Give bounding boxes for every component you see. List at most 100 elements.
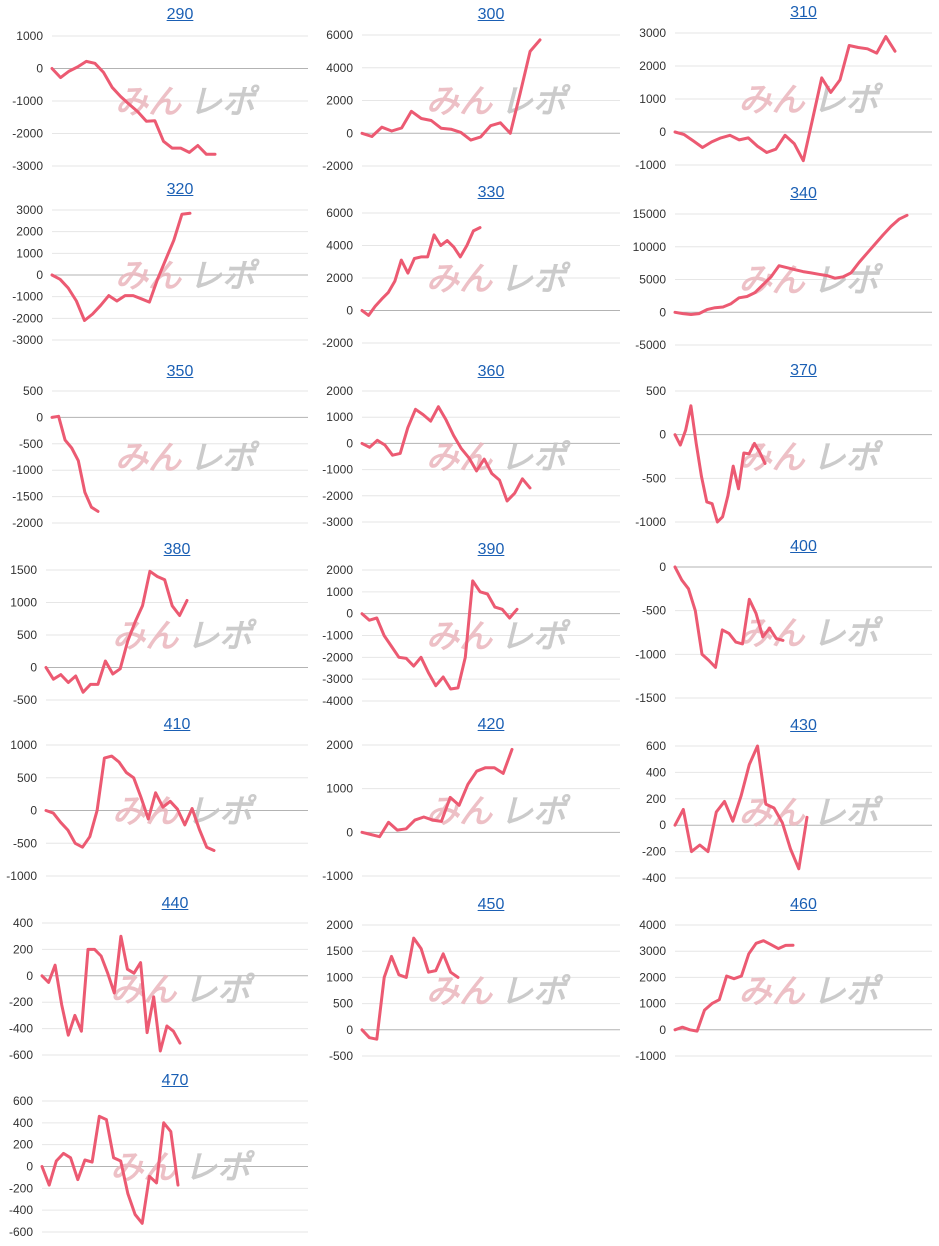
- watermark-logo-left: みん: [426, 972, 493, 1011]
- y-tick-label: 1500: [10, 563, 37, 577]
- series-line: [673, 565, 785, 669]
- y-tick-label: -400: [9, 1022, 33, 1036]
- y-tick-label: -2000: [322, 650, 353, 664]
- y-tick-label: -600: [9, 1048, 33, 1062]
- y-tick-label: 2000: [326, 384, 353, 398]
- y-tick-label: -1000: [635, 515, 666, 529]
- y-tick-label: 0: [30, 804, 37, 818]
- chart-title-link[interactable]: 330: [477, 184, 505, 201]
- chart-title-link[interactable]: 460: [790, 896, 817, 913]
- watermark-logo-left: みん: [739, 80, 806, 119]
- y-tick-label: -1000: [12, 290, 43, 304]
- y-tick-label: 6000: [326, 28, 353, 42]
- y-tick-label: -1000: [322, 629, 353, 643]
- y-tick-label: 400: [13, 1116, 33, 1130]
- chart-title-link[interactable]: 370: [790, 362, 817, 379]
- y-tick-label: 0: [659, 305, 666, 319]
- y-tick-label: 3000: [16, 203, 43, 217]
- watermark-logo-left: みん: [739, 972, 806, 1011]
- series-line: [360, 38, 542, 142]
- y-tick-label: 0: [659, 818, 666, 832]
- y-tick-label: -2000: [12, 311, 43, 325]
- chart-title-link[interactable]: 310: [790, 4, 817, 21]
- y-tick-label: -1000: [635, 647, 666, 661]
- chart-title-link[interactable]: 440: [161, 895, 189, 912]
- y-tick-label: 600: [13, 1094, 33, 1108]
- y-tick-label: 200: [646, 792, 666, 806]
- y-tick-label: 2000: [326, 738, 353, 752]
- chart-title-link[interactable]: 300: [477, 6, 505, 23]
- chart-title-link[interactable]: 470: [161, 1072, 189, 1089]
- series-line: [50, 414, 100, 513]
- y-tick-label: 1000: [326, 970, 353, 984]
- y-tick-label: 1000: [16, 246, 43, 260]
- chart-title-link[interactable]: 340: [790, 185, 817, 202]
- series-line: [673, 744, 809, 871]
- y-tick-label: 6000: [326, 206, 353, 220]
- watermark-logo-right: レポ: [813, 614, 884, 653]
- series-line: [50, 211, 192, 322]
- y-tick-label: -500: [13, 693, 37, 707]
- y-tick-label: -2000: [12, 127, 43, 141]
- y-tick-label: -500: [19, 437, 43, 451]
- y-tick-label: 2000: [326, 918, 353, 932]
- y-tick-label: -5000: [635, 338, 666, 352]
- chart-title-link[interactable]: 410: [163, 716, 191, 733]
- y-tick-label: -200: [9, 995, 33, 1009]
- y-tick-label: -200: [642, 845, 666, 859]
- y-tick-label: -1500: [635, 691, 666, 705]
- series-line: [44, 569, 189, 694]
- y-tick-label: -1000: [322, 463, 353, 477]
- y-tick-label: -1000: [322, 869, 353, 883]
- chart-title-link[interactable]: 290: [166, 6, 194, 23]
- series-line: [40, 934, 182, 1053]
- chart-title-link[interactable]: 360: [477, 363, 505, 380]
- y-tick-label: 0: [659, 428, 666, 442]
- y-tick-label: 0: [30, 661, 37, 675]
- y-tick-label: 1000: [639, 997, 666, 1011]
- watermark-logo-right: レポ: [500, 617, 571, 656]
- chart-title-link[interactable]: 350: [166, 363, 194, 380]
- y-tick-label: 0: [36, 62, 43, 76]
- chart-title-link[interactable]: 380: [163, 541, 191, 558]
- y-tick-label: 200: [13, 942, 33, 956]
- watermark-logo-right: レポ: [500, 438, 571, 477]
- chart-title-link[interactable]: 450: [477, 896, 505, 913]
- series-line: [360, 405, 532, 503]
- chart-title-link[interactable]: 430: [790, 717, 817, 734]
- y-tick-label: -500: [329, 1049, 353, 1063]
- y-tick-label: 500: [17, 771, 37, 785]
- y-tick-label: -2000: [322, 159, 353, 173]
- y-tick-label: -1000: [12, 94, 43, 108]
- y-tick-label: -500: [642, 471, 666, 485]
- watermark-logo-left: みん: [739, 261, 806, 300]
- watermark-logo-right: レポ: [813, 80, 884, 119]
- y-tick-label: 1000: [326, 782, 353, 796]
- series-line: [360, 936, 460, 1041]
- y-tick-label: 0: [346, 304, 353, 318]
- chart-title-link[interactable]: 320: [166, 181, 194, 198]
- y-tick-label: 400: [646, 765, 666, 779]
- chart-title-link[interactable]: 390: [477, 541, 505, 558]
- y-tick-label: -3000: [322, 672, 353, 686]
- chart-title-link[interactable]: 420: [477, 716, 505, 733]
- chart-title-link[interactable]: 400: [790, 538, 817, 555]
- y-tick-label: 1000: [326, 585, 353, 599]
- watermark-logo-right: レポ: [813, 438, 884, 477]
- y-tick-label: -1000: [635, 158, 666, 172]
- watermark-logo-left: みん: [426, 259, 493, 298]
- watermark-logo-left: みん: [115, 438, 182, 477]
